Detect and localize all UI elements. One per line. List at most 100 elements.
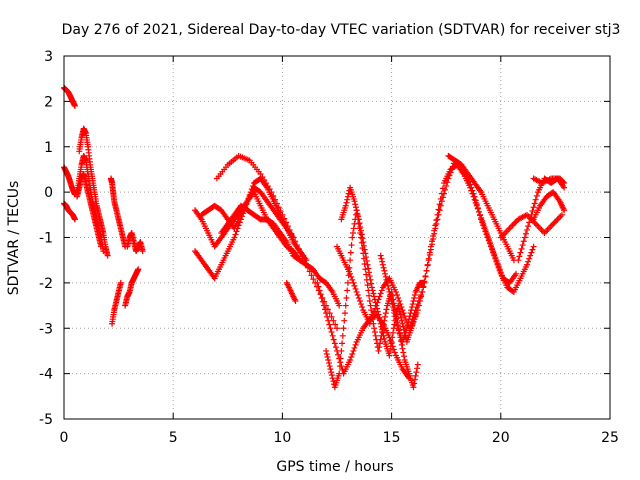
data-point (257, 170, 264, 177)
data-point (347, 270, 354, 277)
data-point (398, 341, 405, 348)
data-point (446, 172, 453, 179)
data-point (350, 347, 357, 354)
data-point (377, 320, 384, 327)
data-point (233, 228, 240, 235)
data-point (331, 340, 338, 347)
data-point (270, 192, 277, 199)
data-point (304, 264, 311, 271)
data-point (392, 288, 399, 295)
plot-frame (63, 55, 611, 420)
data-point (425, 257, 432, 264)
data-point (347, 249, 354, 256)
data-point (429, 241, 436, 248)
data-point (330, 317, 337, 324)
data-point (435, 206, 442, 213)
y-tick-label: -3 (39, 321, 53, 337)
data-point (288, 230, 295, 237)
data-point (344, 193, 351, 200)
data-point (427, 246, 434, 253)
data-point (384, 282, 391, 289)
data-point (347, 257, 354, 264)
series-track-24 (445, 152, 517, 264)
data-point (343, 199, 350, 206)
data-point (424, 262, 431, 269)
data-point (392, 316, 399, 323)
data-point (443, 183, 450, 190)
data-point (405, 319, 412, 326)
data-point (426, 251, 433, 258)
series-track-25 (497, 211, 565, 241)
data-point (330, 336, 337, 343)
data-point (470, 190, 477, 197)
data-point (386, 288, 393, 295)
data-point (358, 227, 365, 234)
data-point (350, 229, 357, 236)
data-point (315, 283, 322, 290)
data-point (388, 338, 395, 345)
data-point (410, 319, 417, 326)
data-point (516, 253, 523, 260)
data-point (525, 223, 532, 230)
data-point (399, 320, 406, 327)
data-point (378, 323, 385, 330)
data-point (390, 346, 397, 353)
data-point (310, 276, 317, 283)
data-point (366, 320, 373, 327)
data-point (349, 234, 356, 241)
data-point (336, 363, 343, 370)
data-point (406, 316, 413, 323)
data-point (529, 208, 536, 215)
data-point (376, 340, 383, 347)
data-point (487, 243, 494, 250)
data-point (290, 234, 297, 241)
data-point (348, 273, 355, 280)
data-point (377, 336, 384, 343)
data-point (356, 298, 363, 305)
series-track-10 (122, 266, 142, 309)
data-point (326, 363, 333, 370)
y-tick-label: 1 (44, 140, 53, 156)
data-point (526, 219, 533, 226)
data-point (332, 344, 339, 351)
data-point (277, 208, 284, 215)
data-point (348, 353, 355, 360)
data-point (268, 189, 275, 196)
data-point (467, 181, 474, 188)
data-point (430, 236, 437, 243)
data-point (342, 310, 349, 317)
data-point (324, 353, 331, 360)
y-tick-label: -1 (39, 231, 53, 247)
data-point (400, 323, 407, 330)
series-track-8 (109, 279, 124, 327)
data-point (415, 302, 422, 309)
data-point (382, 310, 389, 317)
data-point (449, 163, 456, 170)
data-point (520, 238, 527, 245)
data-point (395, 295, 402, 301)
data-point (480, 222, 487, 229)
data-point (383, 276, 390, 283)
data-point (394, 322, 401, 329)
data-point (371, 296, 378, 303)
data-point (361, 246, 368, 253)
data-point (529, 246, 536, 253)
data-point (524, 226, 531, 233)
data-point (352, 204, 359, 211)
data-point (477, 212, 484, 219)
data-point (560, 179, 567, 186)
data-point (299, 253, 306, 260)
data-point (232, 231, 239, 238)
data-point (396, 298, 403, 305)
x-tick-label: 10 (273, 430, 291, 446)
x-tick-label: 20 (492, 430, 510, 446)
data-point (561, 207, 568, 214)
data-point (442, 186, 449, 193)
y-tick-label: 0 (44, 185, 53, 201)
data-point (474, 205, 481, 212)
data-point (532, 196, 539, 203)
data-point (328, 369, 335, 376)
data-point (347, 357, 354, 364)
